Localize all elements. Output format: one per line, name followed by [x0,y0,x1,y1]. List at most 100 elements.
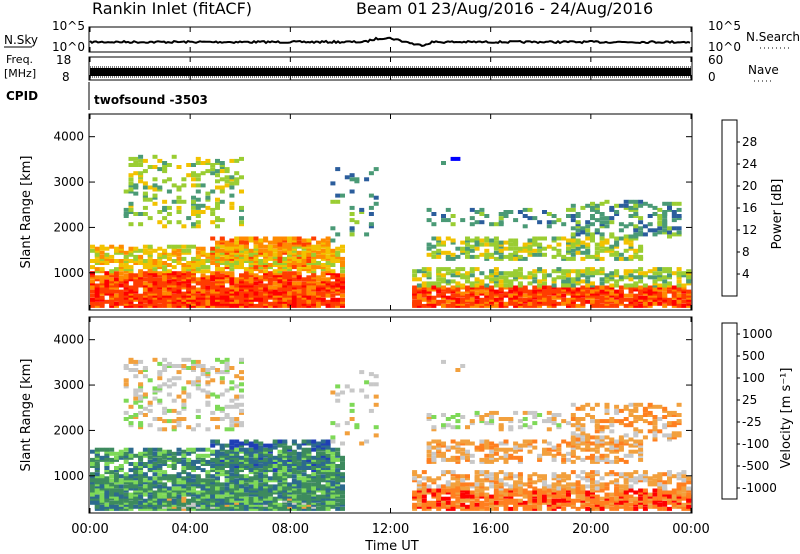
heatmap-cell [450,470,456,475]
heatmap-cell [479,303,485,308]
heatmap-cell [585,248,591,253]
heatmap-cell [109,457,115,462]
heatmap-cell [503,279,509,284]
heatmap-cell [508,254,514,259]
heatmap-cell [152,468,158,473]
heatmap-cell [147,250,153,255]
heatmap-cell [253,447,259,452]
heatmap-cell [133,374,139,379]
heatmap-cell [316,283,321,288]
heatmap-cell [128,453,134,458]
heatmap-cell [647,289,653,294]
heatmap-cell [99,254,105,259]
heatmap-cell [671,299,677,304]
heatmap-cell [152,462,158,466]
heatmap-cell [272,254,278,259]
heatmap-cell [412,470,418,475]
heatmap-cell [335,457,341,462]
heatmap-cell [662,275,668,280]
heatmap-cell [590,506,595,511]
heatmap-cell [570,283,576,288]
heatmap-cell [224,364,230,368]
heatmap-cell [109,303,115,308]
heatmap-cell [498,289,504,294]
heatmap-cell [311,476,317,481]
heatmap-cell [234,451,240,456]
heatmap-cell [469,248,475,253]
heatmap-cell [320,484,326,489]
heatmap-cell [162,459,168,464]
heatmap-cell [426,273,432,278]
heatmap-cell [133,279,139,284]
heatmap-cell [575,293,581,298]
heatmap-cell [171,474,177,479]
heatmap-cell [210,366,216,370]
heatmap-cell [532,410,538,415]
heatmap-cell [99,455,105,460]
heatmap-cell [306,494,312,499]
heatmap-cell [493,271,499,276]
heatmap-cell [200,462,206,466]
heatmap-cell [638,248,644,253]
heatmap-cell [412,289,418,294]
heatmap-cell [325,293,331,298]
heatmap-cell [325,303,331,308]
heatmap-cell [248,443,254,448]
heatmap-cell [152,279,158,284]
heatmap-cell [441,291,446,296]
heatmap-cell [296,482,302,487]
heatmap-cell [181,248,187,253]
heatmap-cell [465,285,470,290]
heatmap-cell [359,210,365,214]
heatmap-cell [128,368,134,372]
heatmap-cell [412,303,418,308]
heatmap-cell [599,500,605,505]
heatmap-cell [479,419,485,424]
heatmap-cell [445,423,451,428]
heatmap-cell [638,303,644,308]
heatmap-cell [503,506,509,511]
heatmap-cell [498,496,504,501]
heatmap-cell [594,228,600,233]
heatmap-cell [263,244,269,249]
heatmap-cell [330,281,336,286]
heatmap-cell [585,484,591,489]
heatmap-cell [426,476,432,481]
heatmap-cell [239,189,244,194]
heatmap-cell [436,236,442,241]
heatmap-cell [633,269,639,274]
heatmap-cell [205,370,211,375]
heatmap-cell [282,486,288,491]
heatmap-cell [570,449,576,454]
heatmap-cell [493,488,499,493]
heatmap-cell [109,277,115,282]
heatmap-cell [484,502,490,507]
heatmap-cell [157,361,163,366]
heatmap-cell [594,457,600,462]
heatmap-cell [532,289,538,294]
heatmap-cell [450,285,456,290]
heatmap-cell [157,451,163,456]
heatmap-cell [253,480,259,485]
heatmap-cell [128,500,134,505]
heatmap-cell [287,502,293,507]
heatmap-cell [517,419,523,424]
heatmap-cell [239,496,244,501]
heatmap-cell [431,451,437,456]
heatmap-cell [123,279,129,284]
heatmap-cell [465,476,470,481]
heatmap-cell [604,419,610,424]
heatmap-cell [330,486,336,491]
heatmap-cell [585,478,591,483]
heatmap-cell [291,494,297,499]
heatmap-cell [642,303,648,308]
heatmap-cell [277,482,283,487]
heatmap-cell [517,271,523,276]
heatmap-cell [205,400,211,405]
heatmap-cell [484,297,490,302]
heatmap-cell [614,404,620,409]
heatmap-cell [109,482,115,487]
heatmap-cell [628,205,634,210]
heatmap-cell [320,500,326,505]
heatmap-cell [537,457,543,462]
